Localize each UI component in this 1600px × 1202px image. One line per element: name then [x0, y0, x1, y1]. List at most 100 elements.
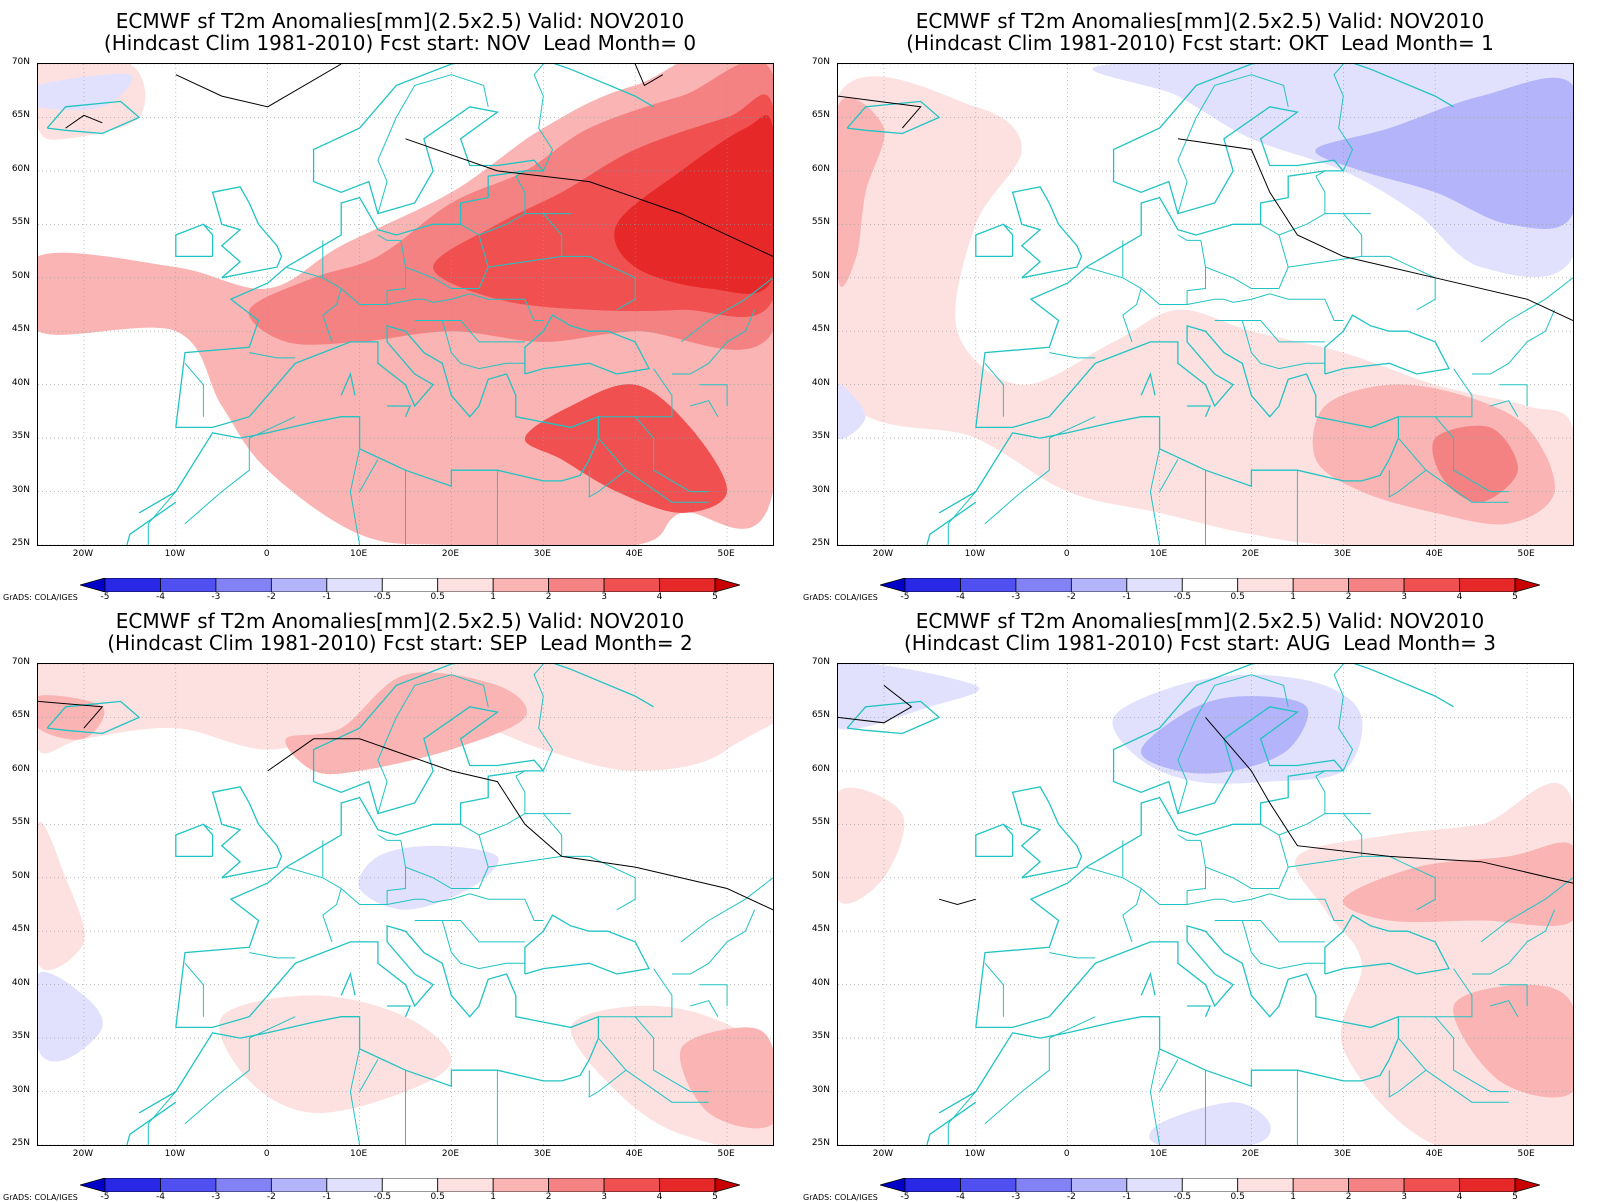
anomaly-region — [838, 664, 980, 730]
panel-title: ECMWF sf T2m Anomalies[mm](2.5x2.5) Vali… — [115, 609, 685, 633]
colorbar-label: -3 — [211, 1192, 221, 1202]
colorbar-label: -5 — [900, 1192, 910, 1202]
lat-label: 50N — [11, 270, 30, 281]
panel-subtitle: (Hindcast Clim 1981-2010) Fcst start: NO… — [103, 31, 697, 55]
border-line — [1085, 866, 1142, 943]
lat-label: 70N — [11, 57, 30, 67]
lat-label: 30N — [811, 1084, 830, 1095]
lat-label: 45N — [811, 924, 830, 935]
border-line — [598, 968, 673, 1018]
border-line — [1187, 893, 1344, 921]
anomaly-region — [524, 384, 728, 513]
border-line — [1388, 437, 1427, 498]
border-line — [249, 352, 296, 359]
border-line — [249, 952, 296, 959]
map-panel-lead-0: ECMWF sf T2m Anomalies[mm](2.5x2.5) Vali… — [0, 0, 800, 602]
border-line — [984, 962, 1004, 1017]
border-line — [451, 74, 489, 107]
colorbar — [880, 1178, 1540, 1192]
anomaly-region — [838, 787, 905, 904]
lat-label: 60N — [811, 163, 830, 174]
coastline — [46, 100, 141, 135]
lat-label: 30N — [811, 484, 830, 495]
zero-contour — [1205, 717, 1573, 884]
colorbar-cell — [1070, 578, 1128, 592]
border-line — [1149, 1048, 1161, 1145]
colorbar-cell — [80, 1178, 106, 1192]
lon-label: 10W — [164, 549, 185, 559]
lon-label: 10W — [964, 1149, 985, 1159]
grads-credit: GrADS: COLA/IGES — [803, 593, 878, 602]
lon-label: 0 — [263, 1149, 270, 1159]
lon-label: 20E — [441, 1149, 460, 1159]
colorbar-cell — [104, 1178, 161, 1192]
border-line — [359, 1059, 379, 1092]
colorbar-label: 5 — [1512, 1192, 1518, 1202]
border-line — [1177, 234, 1201, 241]
lat-label: 70N — [811, 657, 830, 667]
anomaly-map — [38, 64, 773, 545]
colorbar-cell — [104, 578, 161, 592]
border-line — [680, 277, 773, 343]
coastline — [1140, 971, 1156, 996]
colorbar-cell — [603, 578, 660, 592]
border-line — [1159, 1059, 1179, 1092]
border-line — [377, 674, 452, 814]
lon-label: 30E — [533, 549, 551, 559]
border-line — [1205, 223, 1289, 289]
border-line — [349, 448, 361, 545]
colorbar-label: 3 — [601, 592, 607, 602]
colorbar-cell — [548, 578, 605, 592]
panel-subtitle: (Hindcast Clim 1981-2010) Fcst start: AU… — [904, 631, 1496, 655]
lat-label: 70N — [11, 657, 30, 667]
border-line — [625, 469, 709, 503]
lat-label: 25N — [811, 1138, 830, 1148]
coastline — [175, 64, 654, 428]
colorbar-cell — [215, 578, 272, 592]
border-line — [184, 1016, 296, 1124]
anomaly-region — [838, 384, 866, 440]
border-line — [1333, 664, 1354, 772]
colorbar-label: -4 — [955, 592, 965, 602]
lon-label: 0 — [1063, 1149, 1070, 1159]
map-area — [37, 63, 774, 546]
colorbar-cell — [1292, 578, 1350, 592]
grads-credit: GrADS: COLA/IGES — [3, 593, 78, 602]
coastline — [1011, 186, 1083, 279]
border-line — [1241, 920, 1325, 970]
coastline — [1011, 786, 1083, 879]
colorbar-cell — [270, 1178, 328, 1192]
colorbar-cell — [492, 578, 550, 592]
border-line — [699, 384, 728, 406]
colorbar-cell — [381, 1178, 439, 1192]
border-line — [203, 223, 213, 231]
grads-credit: GrADS: COLA/IGES — [3, 1193, 78, 1202]
border-line — [947, 491, 977, 545]
colorbar-label: 1 — [1290, 592, 1297, 602]
colorbar-label: 3 — [1401, 1192, 1407, 1202]
colorbar-label: -0.5 — [1173, 1192, 1192, 1202]
colorbar-cell — [270, 578, 328, 592]
border-line — [377, 234, 401, 241]
lat-label: 55N — [11, 817, 30, 828]
anomaly-region — [38, 73, 133, 111]
colorbar-label: 1 — [1290, 1192, 1297, 1202]
border-line — [1177, 834, 1201, 841]
colorbar-label: -2 — [266, 592, 276, 602]
colorbar-label: 1 — [490, 592, 497, 602]
lon-label: 20W — [72, 549, 94, 559]
colorbar-label: 4 — [1456, 1192, 1463, 1202]
lat-label: 50N — [811, 870, 830, 881]
colorbar-label: -5 — [100, 1192, 110, 1202]
coastline — [138, 325, 600, 514]
lon-label: 50E — [1517, 549, 1535, 559]
border-line — [1499, 984, 1528, 1006]
lat-label: 50N — [11, 870, 30, 881]
zero-contour — [1177, 138, 1573, 321]
lon-label: 10E — [1149, 1149, 1168, 1159]
lon-label: 10E — [1149, 549, 1168, 559]
anomaly-map — [38, 664, 773, 1145]
border-line — [1471, 909, 1556, 975]
border-line — [441, 920, 525, 970]
anomaly-region — [838, 97, 885, 287]
